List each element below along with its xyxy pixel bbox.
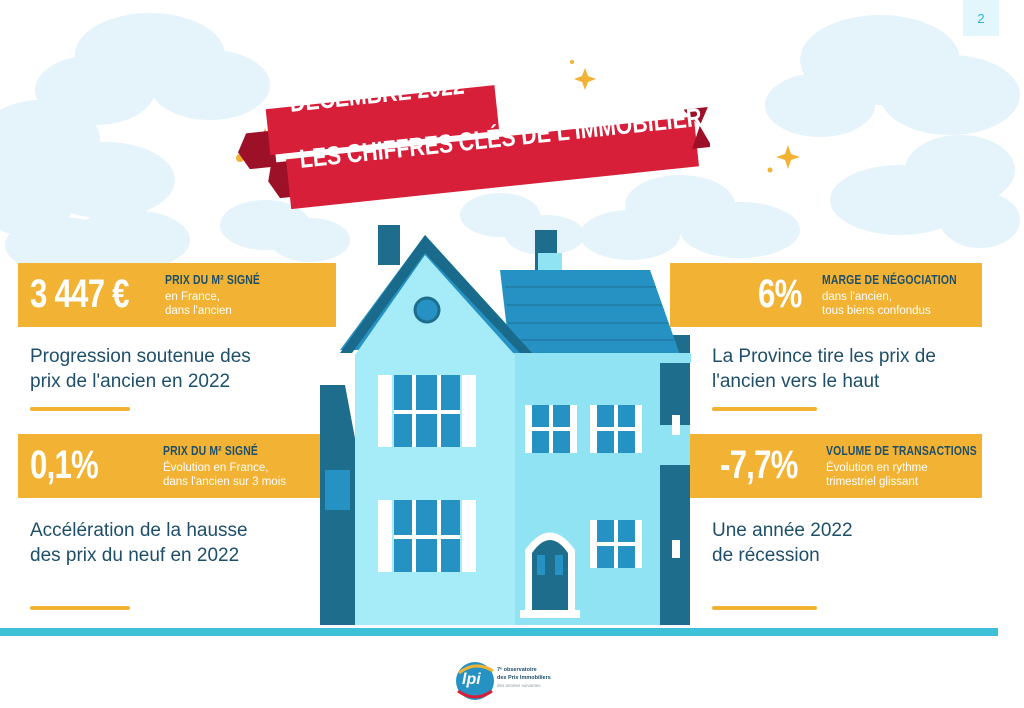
stat-evolution-title: PRIX DU M² SIGNÉ (163, 443, 259, 458)
stat-volume-sub-2: trimestriel glissant (826, 476, 919, 488)
stat-margin-sub-1: dans l'ancien, (822, 291, 892, 303)
stat-price-desc-1: Progression soutenue des (30, 346, 251, 367)
band-right-top (670, 263, 982, 327)
divider-right-bottom (712, 606, 817, 610)
house-illustration (320, 225, 691, 625)
clouds (0, 13, 1020, 273)
lpi-logo: lpi 7ᵉ observatoire des Prix Immobiliers… (455, 655, 551, 707)
stat-volume-desc-2: de récession (712, 545, 820, 566)
divider-right-top (712, 407, 817, 411)
stat-price-value: 3 447 € (30, 272, 129, 316)
stat-margin-value: 6% (758, 272, 802, 316)
stat-evolution-desc-1: Accélération de la hausse (30, 520, 248, 541)
band-left-top (18, 263, 336, 327)
stat-volume-value: -7,7% (720, 443, 798, 487)
stat-margin-title: MARGE DE NÉGOCIATION (822, 272, 957, 287)
stat-volume-sub-1: Évolution en rythme (826, 462, 928, 474)
stat-evolution-sub-2: dans l'ancien sur 3 mois (163, 476, 287, 488)
stat-price-desc-2: prix de l'ancien en 2022 (30, 371, 231, 392)
stat-price-title: PRIX DU M² SIGNÉ (165, 272, 261, 287)
stat-price-sub-1: en France, (165, 291, 220, 303)
stat-price-sub-2: dans l'ancien (165, 305, 232, 317)
ground-line (0, 628, 998, 636)
divider-left-top (30, 407, 130, 411)
lpi-logo-line-2: des Prix Immobiliers (497, 675, 551, 681)
stat-evolution-desc-2: des prix du neuf en 2022 (30, 545, 240, 566)
lpi-logo-letters: lpi (462, 671, 481, 688)
divider-left-bottom (30, 606, 130, 610)
lpi-logo-line-3: des années suivantes (497, 683, 541, 688)
band-left-bottom (18, 434, 336, 498)
lpi-logo-line-1: 7ᵉ observatoire (497, 667, 537, 673)
stat-margin-sub-2: tous biens confondus (822, 305, 931, 317)
stat-volume-desc-1: Une année 2022 (712, 520, 853, 541)
lpi-logo-mark (455, 655, 550, 707)
stat-evolution-value: 0,1% (30, 443, 99, 487)
stat-evolution-sub-1: Évolution en France, (163, 462, 269, 474)
stat-volume-title: VOLUME DE TRANSACTIONS (826, 443, 977, 458)
band-right-bottom (670, 434, 982, 498)
title-ribbon (238, 85, 710, 210)
stat-margin-desc-1: La Province tire les prix de (712, 346, 936, 367)
page-number: 2 (963, 0, 999, 36)
stat-margin-desc-2: l'ancien vers le haut (712, 371, 880, 392)
